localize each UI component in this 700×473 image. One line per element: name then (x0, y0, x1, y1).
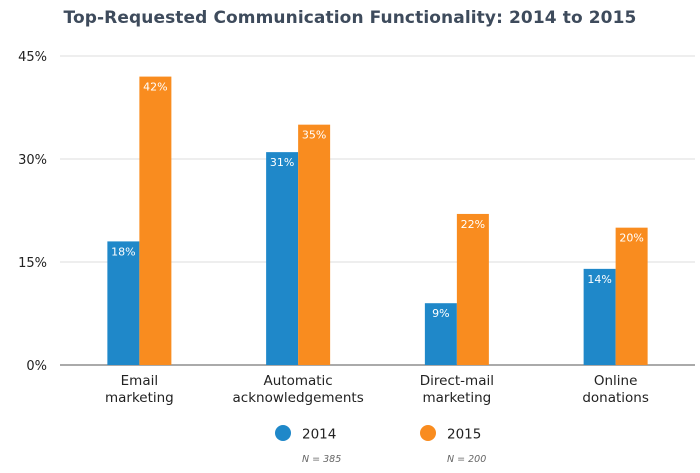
bar-2014 (107, 241, 140, 365)
legend-label: 2014 (302, 427, 336, 443)
bar-2015 (139, 76, 172, 365)
chart-title: Top-Requested Communication Functionalit… (63, 8, 637, 28)
bar-2015 (615, 227, 648, 365)
data-label: 14% (587, 273, 611, 286)
y-tick-label: 45% (18, 50, 47, 65)
category-label: marketing (105, 390, 174, 406)
bar-2014 (266, 152, 299, 365)
legend-marker-2015 (420, 425, 436, 441)
category-label: marketing (422, 390, 491, 406)
sample-size-note: N = 200 (447, 454, 486, 465)
legend-marker-2014 (275, 425, 291, 441)
bar-2014 (583, 268, 616, 365)
data-label: 42% (143, 81, 167, 94)
y-tick-label: 15% (18, 256, 47, 271)
category-label: Email (121, 373, 158, 389)
legend-label: 2015 (447, 427, 481, 443)
data-label: 35% (302, 129, 326, 142)
category-label: Direct-mail (420, 373, 494, 389)
category-label: Online (594, 373, 638, 389)
y-tick-label: 30% (18, 153, 47, 168)
data-label: 22% (461, 218, 485, 231)
category-label: Automatic (264, 373, 333, 389)
category-label: acknowledgements (233, 390, 364, 406)
data-label: 31% (270, 156, 294, 169)
x-axis: EmailmarketingAutomaticacknowledgementsD… (105, 373, 649, 406)
y-axis: 0% 15% 30% 45% (18, 50, 47, 374)
data-label: 18% (111, 245, 135, 258)
bar-2015 (298, 124, 331, 366)
bars: 18% 42% 31% 35% 9% 22% 14% 20% (107, 76, 648, 366)
y-tick-label: 0% (26, 359, 47, 374)
legend: 2014 N = 385 2015 N = 200 (275, 425, 486, 465)
data-label: 20% (619, 232, 643, 245)
bar-2014 (424, 303, 457, 365)
category-label: donations (582, 390, 649, 406)
bar-2015 (456, 213, 489, 365)
data-label: 9% (432, 307, 449, 320)
sample-size-note: N = 385 (302, 454, 341, 465)
